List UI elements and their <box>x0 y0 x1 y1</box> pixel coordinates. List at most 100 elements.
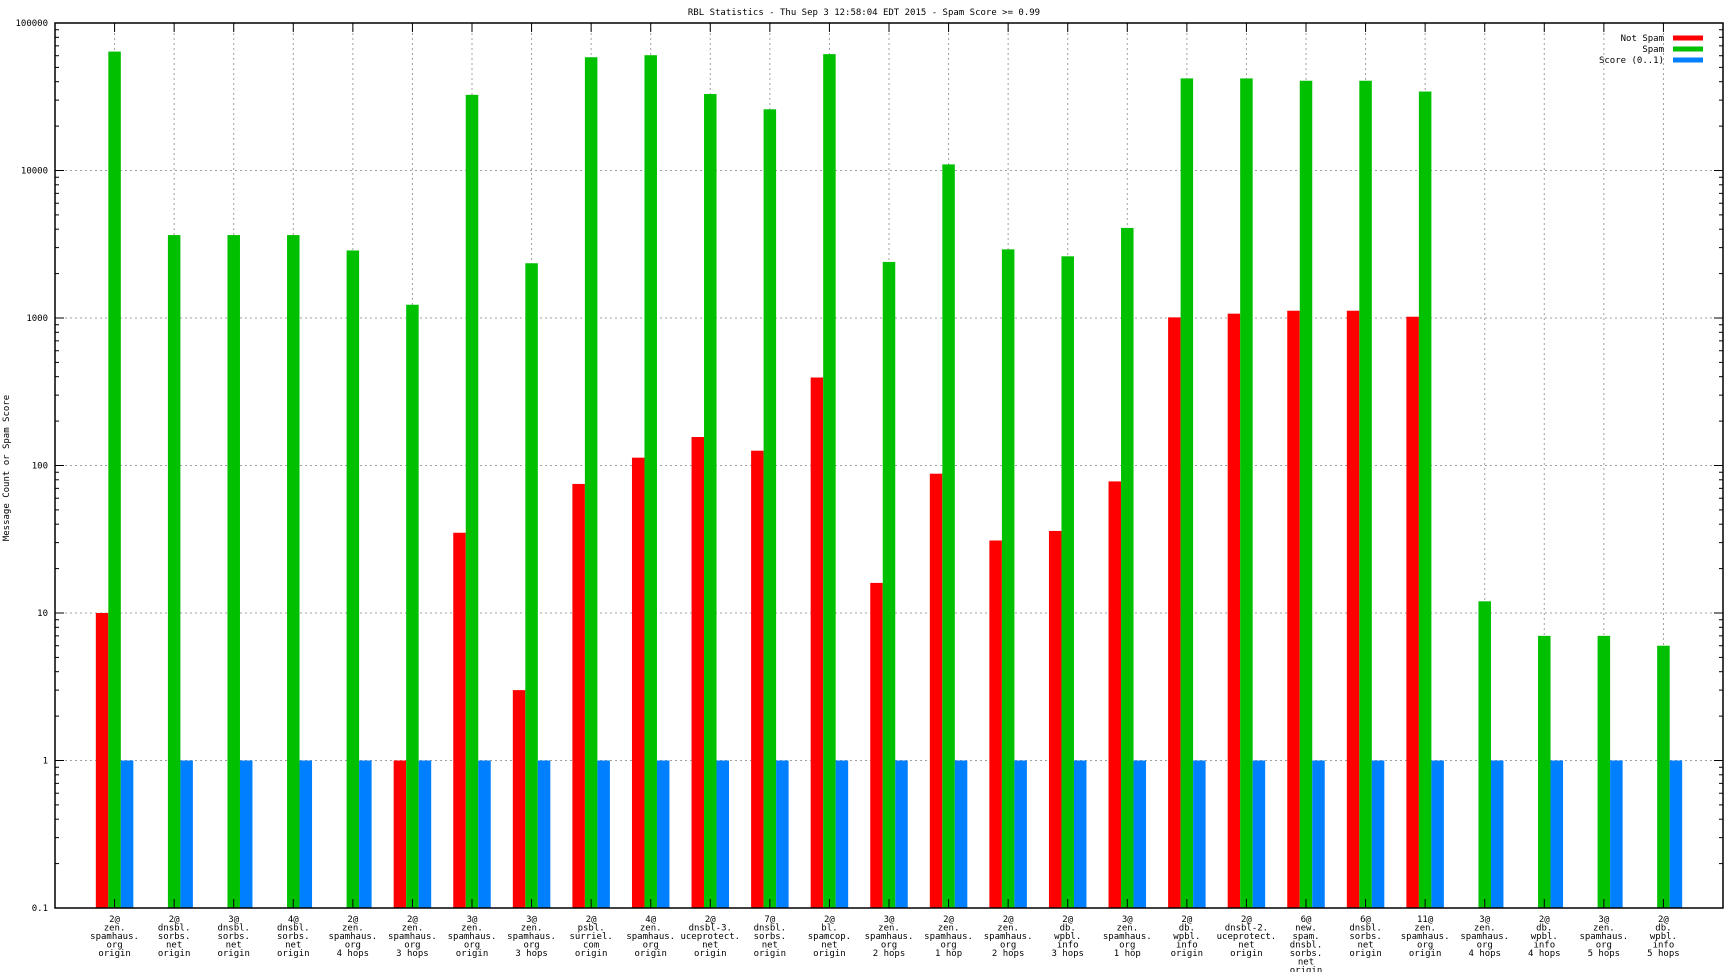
bars <box>95 51 1683 909</box>
x-tick-label: org <box>404 941 420 951</box>
x-tick-label: zen. <box>938 924 960 934</box>
bar-score <box>1312 760 1325 908</box>
gridlines <box>55 23 1723 908</box>
x-tick-label: 3 hops <box>1051 949 1084 959</box>
bar-spam <box>644 55 657 908</box>
x-tick-label: 3@ <box>1598 915 1609 925</box>
x-tick-label: 6@ <box>1301 915 1312 925</box>
x-tick-label: org <box>940 941 956 951</box>
bar-not-spam <box>1108 481 1122 908</box>
x-tick-label: spamcop. <box>808 932 851 942</box>
bar-not-spam <box>691 437 705 908</box>
bar-score <box>954 760 968 908</box>
x-tick-label: 3 hops <box>515 949 548 959</box>
x-tick-label: sorbs. <box>217 932 250 942</box>
x-tick-label: 2 hops <box>992 949 1025 959</box>
x-tick-label: wpbl. <box>1531 932 1558 942</box>
bar-not-spam <box>1406 316 1419 909</box>
x-tick-label: info <box>1653 941 1675 951</box>
x-tick-label: spam. <box>1292 932 1319 942</box>
x-tick-label: zen. <box>640 924 662 934</box>
x-tick-label: org <box>523 941 539 951</box>
bar-not-spam <box>989 540 1002 908</box>
x-tick-label: sorbs. <box>1349 932 1382 942</box>
x-tick-label: 2@ <box>1241 915 1252 925</box>
x-tick-label: 2@ <box>347 915 358 925</box>
x-tick-label: 2@ <box>824 915 835 925</box>
x-tick-label: 4@ <box>288 915 299 925</box>
x-tick-label: spamhaus. <box>984 932 1033 942</box>
bar-not-spam <box>1048 530 1062 908</box>
x-tick-label: 7@ <box>764 915 775 925</box>
bar-score <box>716 760 730 908</box>
x-tick-label: 2@ <box>943 915 954 925</box>
bar-score <box>180 760 193 908</box>
bar-score <box>537 760 551 908</box>
legend-label: Spam <box>1642 45 1664 55</box>
bar-score <box>1193 760 1206 908</box>
bar-score <box>597 760 610 908</box>
x-tick-label: origin <box>1230 949 1263 959</box>
x-tick-label: uceprotect. <box>680 932 740 942</box>
bar-spam <box>1180 78 1194 908</box>
x-tick-label: zen. <box>878 924 900 934</box>
x-tick-label: sorbs. <box>277 932 310 942</box>
x-tick-label: origin <box>98 949 131 959</box>
bar-spam <box>287 235 300 909</box>
x-tick-label: 2@ <box>705 915 716 925</box>
legend-label: Score (0..1) <box>1599 56 1664 66</box>
x-tick-label: origin <box>217 949 250 959</box>
x-tick-label: zen. <box>402 924 424 934</box>
bar-score <box>120 760 134 908</box>
bar-score <box>1550 760 1564 908</box>
y-tick-label: 1000 <box>26 314 48 324</box>
bar-score <box>239 760 253 908</box>
x-tick-label: dnsbl-2. <box>1225 924 1268 934</box>
x-tick-label: origin <box>1349 949 1382 959</box>
bar-spam <box>1061 256 1074 909</box>
x-tick-label: dnsbl-3. <box>689 924 732 934</box>
bar-spam <box>1538 635 1551 908</box>
bar-not-spam <box>631 457 645 908</box>
bar-score <box>656 760 670 908</box>
x-tick-label: db. <box>1179 924 1195 934</box>
bar-score <box>418 760 432 908</box>
x-tick-label: org <box>345 941 361 951</box>
y-tick-label: 100000 <box>15 19 48 29</box>
x-tick-label: 5 hops <box>1588 949 1621 959</box>
bar-spam <box>1418 91 1432 908</box>
x-tick-label: spamhaus. <box>1103 932 1152 942</box>
x-tick-label: org <box>1119 941 1135 951</box>
bar-spam <box>1478 601 1491 908</box>
x-tick-label: 2@ <box>1003 915 1014 925</box>
bar-not-spam <box>453 532 466 908</box>
x-tick-label: 2@ <box>1658 915 1669 925</box>
x-tick-label: org <box>106 941 122 951</box>
x-tick-label: dnsbl. <box>754 924 787 934</box>
x-tick-label: net <box>226 941 242 951</box>
x-tick-label: spamhaus. <box>90 932 139 942</box>
bar-score <box>1371 760 1385 908</box>
bar-spam <box>1657 645 1670 908</box>
x-tick-label: wpbl. <box>1650 932 1677 942</box>
bar-spam <box>227 235 240 909</box>
x-tick-label: origin <box>1290 966 1323 972</box>
x-tick-label: sorbs. <box>754 932 787 942</box>
bar-not-spam <box>929 473 943 908</box>
x-tick-label: dnsbl. <box>1349 924 1382 934</box>
x-tick-label: db. <box>1060 924 1076 934</box>
bar-not-spam <box>870 582 883 908</box>
x-tick-label: 4 hops <box>337 949 370 959</box>
x-tick-label: 2@ <box>169 915 180 925</box>
x-tick-label: 2@ <box>586 915 597 925</box>
x-tick-label: org <box>464 941 480 951</box>
bar-not-spam <box>1346 310 1360 908</box>
bar-spam <box>1359 80 1372 908</box>
bar-spam <box>704 94 717 909</box>
legend-swatch <box>1673 46 1703 52</box>
x-tick-label: org <box>1477 941 1493 951</box>
x-tick-label: surriel. <box>569 932 612 942</box>
bar-score <box>1490 760 1504 908</box>
bar-spam <box>406 304 419 908</box>
x-tick-label: 2@ <box>1539 915 1550 925</box>
